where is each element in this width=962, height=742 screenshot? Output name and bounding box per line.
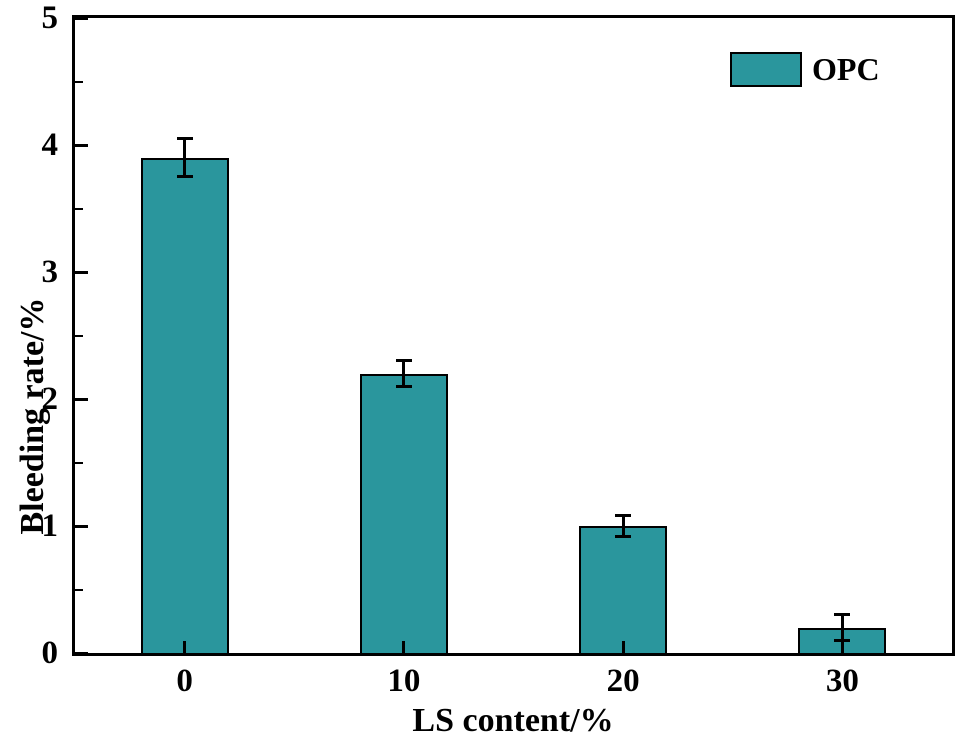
y-tick-label-0: 0 [41, 635, 59, 671]
y-major-tick-4 [75, 143, 88, 147]
y-minor-tick-0.5 [75, 588, 83, 591]
plot-inner [75, 16, 952, 655]
x-tick-10 [402, 641, 406, 653]
y-tick-label-4: 4 [41, 127, 59, 163]
error-bar-cap-top-10 [395, 359, 412, 363]
plot-area [72, 15, 955, 656]
y-minor-tick-2.5 [75, 334, 83, 337]
error-bar-cap-top-0 [176, 137, 193, 141]
legend-swatch-opc [730, 52, 802, 87]
error-bar-cap-top-30 [834, 613, 851, 617]
error-bar-line-0 [183, 138, 187, 177]
bar-0 [140, 157, 229, 653]
y-major-tick-5 [75, 16, 88, 20]
y-minor-tick-4.5 [75, 80, 83, 83]
x-tick-label-0: 0 [176, 663, 193, 699]
y-minor-tick-3.5 [75, 207, 83, 210]
error-bar-cap-bottom-20 [615, 534, 632, 538]
x-tick-label-10: 10 [387, 663, 421, 699]
x-tick-0 [183, 641, 187, 653]
y-major-tick-0 [75, 651, 88, 655]
x-tick-label-30: 30 [825, 663, 859, 699]
error-bar-line-10 [402, 360, 406, 387]
error-bar-cap-bottom-30 [834, 638, 851, 642]
error-bar-cap-bottom-0 [176, 175, 193, 179]
x-tick-30 [840, 641, 844, 653]
y-major-tick-1 [75, 524, 88, 528]
error-bar-line-20 [621, 515, 625, 537]
x-axis-title: LS content/% [412, 702, 614, 739]
y-tick-label-1: 1 [41, 508, 59, 544]
y-tick-label-3: 3 [41, 254, 59, 290]
x-tick-20 [621, 641, 625, 653]
bar-10 [359, 373, 448, 653]
y-tick-label-2: 2 [41, 381, 59, 417]
y-major-tick-3 [75, 270, 88, 274]
y-minor-tick-1.5 [75, 461, 83, 464]
bar-20 [579, 526, 668, 653]
y-major-tick-2 [75, 397, 88, 401]
x-tick-label-20: 20 [606, 663, 640, 699]
error-bar-line-30 [840, 614, 844, 641]
legend-label-opc: OPC [812, 51, 880, 87]
error-bar-cap-top-20 [615, 514, 632, 518]
error-bar-cap-bottom-10 [395, 384, 412, 388]
y-tick-label-5: 5 [41, 0, 59, 36]
